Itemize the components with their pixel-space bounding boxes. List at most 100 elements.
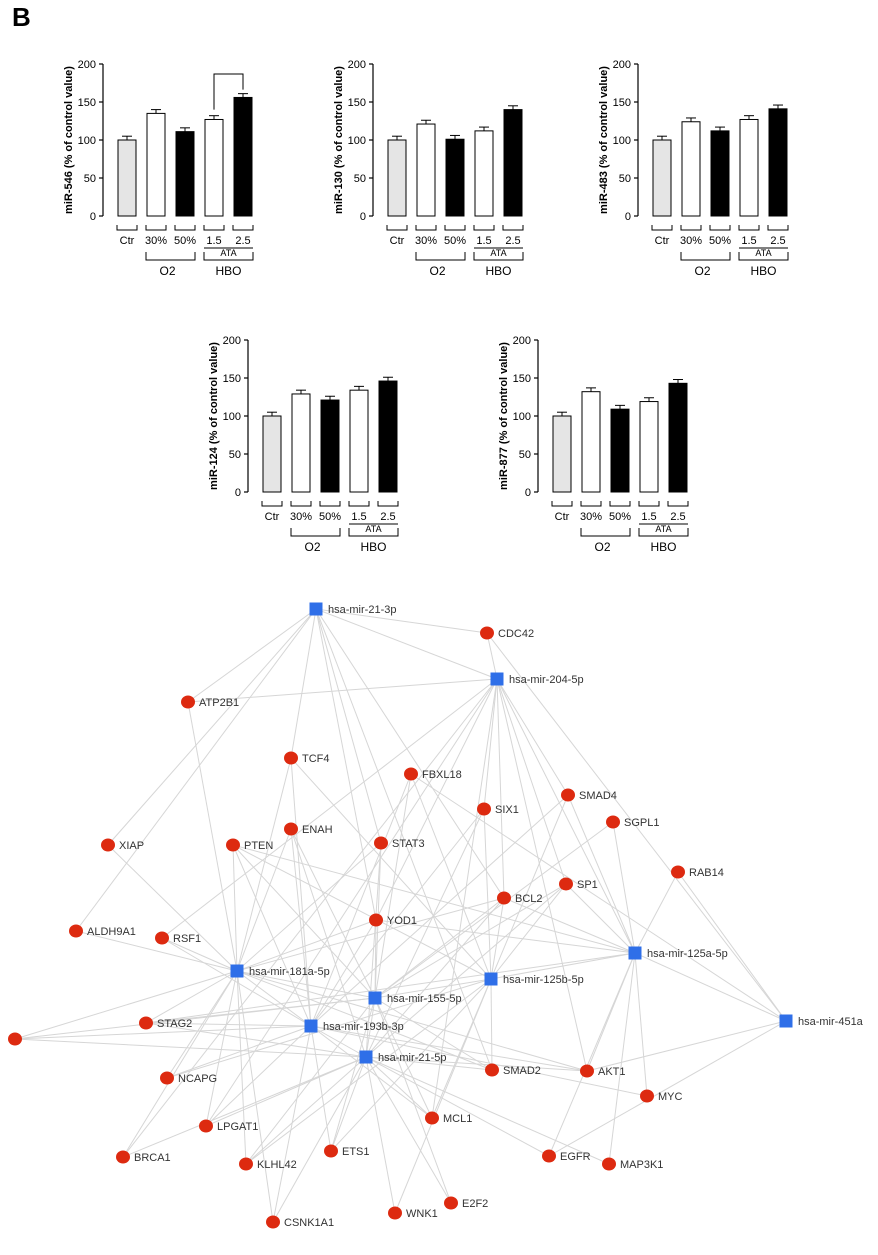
network-edge — [310, 773, 412, 1027]
gene-node — [369, 913, 383, 927]
category-bracket — [667, 501, 689, 507]
bar-chart-mir-546: miR-546 (% of control value) 0 50 100 150 200… — [63, 59, 254, 278]
y-tick-label: 0 — [625, 211, 631, 223]
hbo-label: HBO — [360, 540, 386, 554]
y-tick-label: 100 — [613, 135, 631, 147]
y-tick-label: 200 — [613, 59, 631, 71]
y-axis-label: miR-124 (% of control value) — [208, 342, 220, 490]
network-edge — [548, 952, 636, 1157]
category-label: 50% — [709, 235, 731, 247]
network-edge — [161, 678, 498, 939]
network-edge — [310, 808, 485, 1027]
o2-label: O2 — [694, 264, 710, 278]
bar-chart-mir-877: miR-877 (% of control value) 0 50 100 150 200… — [498, 335, 689, 554]
bar-chart-mir-483: miR-483 (% of control value) 0 50 100 150 200… — [598, 59, 789, 278]
network-edge — [315, 608, 498, 680]
bar — [768, 108, 788, 217]
category-bracket — [386, 225, 408, 231]
mirna-label: hsa-mir-125b-5p — [503, 974, 584, 986]
gene-node — [388, 1206, 402, 1220]
network-edge — [272, 1025, 312, 1223]
gene-node — [374, 836, 388, 850]
category-label: 30% — [145, 235, 167, 247]
o2-bracket — [580, 528, 631, 537]
network-edge — [236, 919, 377, 972]
hbo-bracket — [638, 528, 689, 537]
mirna-node — [309, 602, 323, 616]
gene-node — [477, 802, 491, 816]
category-bracket — [116, 225, 138, 231]
network-edge — [330, 1056, 367, 1152]
network-edge — [290, 828, 367, 1058]
gene-label: SGPL1 — [624, 817, 659, 829]
network-edge — [236, 897, 505, 972]
bar — [681, 121, 701, 217]
network-edge — [245, 1056, 367, 1165]
y-tick-label: 100 — [513, 411, 531, 423]
network-edge — [490, 794, 569, 980]
bar — [552, 415, 572, 493]
network-edge — [205, 970, 238, 1127]
y-tick-label: 0 — [360, 211, 366, 223]
network-edge — [365, 883, 567, 1058]
category-label: 2.5 — [380, 511, 395, 523]
network-edge — [145, 970, 238, 1024]
y-tick-label: 0 — [235, 487, 241, 499]
category-label: 1.5 — [206, 235, 221, 247]
bar — [349, 389, 369, 493]
ata-label: ATA — [365, 524, 381, 534]
category-label: Ctr — [120, 235, 135, 247]
category-label: 1.5 — [641, 511, 656, 523]
network-edge — [677, 871, 787, 1022]
category-label: 30% — [680, 235, 702, 247]
network-edge — [490, 952, 636, 980]
gene-node — [155, 931, 169, 945]
network-edge — [612, 821, 636, 954]
gene-label: CSNK1A1 — [284, 1217, 334, 1229]
category-bracket — [767, 225, 789, 231]
network-edge — [310, 1025, 433, 1119]
y-axis-label: miR-483 (% of control value) — [598, 66, 610, 214]
mirna-label: hsa-mir-125a-5p — [647, 948, 728, 960]
gene-node — [485, 1063, 499, 1077]
network-edge — [374, 883, 567, 999]
network-edge — [236, 970, 493, 1071]
mirna-label: hsa-mir-204-5p — [509, 674, 584, 686]
gene-label: PTEN — [244, 840, 273, 852]
network-edge — [290, 608, 317, 759]
mirna-label: hsa-mir-181a-5p — [249, 966, 330, 978]
network-edge — [145, 1022, 367, 1058]
network-edge — [272, 1056, 367, 1223]
network-edge — [232, 844, 238, 972]
network-edge — [374, 978, 492, 999]
category-label: 50% — [609, 511, 631, 523]
category-bracket — [580, 501, 602, 507]
gene-node — [266, 1215, 280, 1229]
bar — [387, 139, 407, 217]
network-edge — [490, 883, 567, 980]
panel-label: B — [12, 2, 31, 32]
network-edge — [496, 678, 567, 885]
network-edge — [486, 632, 787, 1022]
gene-node — [559, 877, 573, 891]
o2-bracket — [290, 528, 341, 537]
network-edge — [166, 1025, 312, 1079]
network-edge — [187, 678, 498, 703]
gene-label: KLHL42 — [257, 1159, 297, 1171]
network-edge — [236, 828, 292, 972]
network-edge — [586, 1020, 787, 1072]
network-edge — [608, 952, 636, 1165]
network-edge — [483, 808, 492, 980]
network-edge — [310, 1025, 588, 1072]
network-edge — [374, 773, 412, 999]
ata-label: ATA — [755, 248, 771, 258]
network-edge — [310, 1025, 332, 1152]
mirna-node — [779, 1014, 793, 1028]
network-edge — [365, 897, 505, 1058]
network-edge — [374, 897, 505, 999]
category-bracket — [261, 501, 283, 507]
gene-label: FBXL18 — [422, 769, 462, 781]
category-label: Ctr — [265, 511, 280, 523]
network-edge — [290, 757, 312, 1027]
hbo-bracket — [473, 252, 524, 261]
